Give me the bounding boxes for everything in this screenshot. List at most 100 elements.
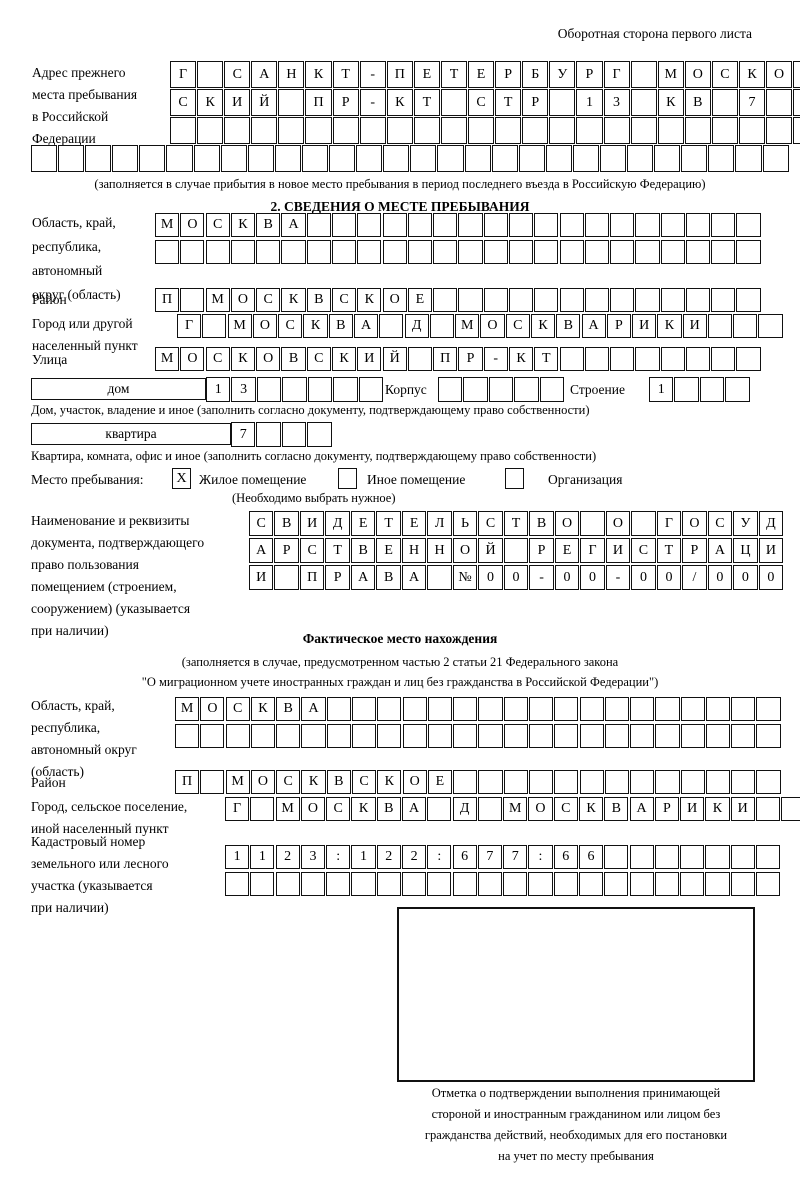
flat-cells-cell-1[interactable]: 7 bbox=[231, 422, 256, 447]
section2-district-row-cell-12[interactable] bbox=[433, 288, 458, 312]
cadastral-row-2-cell-22[interactable] bbox=[755, 872, 781, 896]
cadastral-row-1-cell-6[interactable]: 1 bbox=[351, 845, 376, 869]
section2-district-row-cell-15[interactable] bbox=[508, 288, 534, 312]
actual-region-row-2-cell-5[interactable] bbox=[276, 724, 301, 748]
house-cells-cell-1[interactable]: 1 bbox=[206, 377, 231, 402]
actual-district-row-cell-23[interactable] bbox=[731, 770, 756, 794]
section2-region-row-1-cell-14[interactable] bbox=[483, 213, 508, 237]
prev-address-row-1-cell-17[interactable]: Г bbox=[603, 61, 630, 88]
actual-region-row-1-cell-14[interactable] bbox=[503, 697, 528, 721]
cadastral-row-2-cell-4[interactable] bbox=[300, 872, 326, 896]
prev-address-row-1-cell-19[interactable]: М bbox=[657, 61, 684, 88]
flat-cells-cell-4[interactable] bbox=[307, 422, 332, 447]
actual-region-row-2-cell-23[interactable] bbox=[731, 724, 756, 748]
doc-row-3-cell-1[interactable]: И bbox=[249, 565, 274, 590]
doc-row-1-cell-20[interactable]: У bbox=[733, 511, 758, 536]
doc-row-1-cell-14[interactable] bbox=[580, 511, 605, 536]
section2-region-row-1-cell-7[interactable] bbox=[306, 213, 331, 237]
section2-region-row-1-cell-23[interactable] bbox=[711, 213, 736, 237]
section2-district-row-cell-17[interactable] bbox=[559, 288, 584, 312]
prev-address-row-3-cell-1[interactable] bbox=[170, 117, 197, 144]
doc-row-2-cell-5[interactable]: В bbox=[350, 538, 376, 563]
section2-region-row-1-cell-8[interactable] bbox=[331, 213, 357, 237]
actual-region-row-2-cell-17[interactable] bbox=[579, 724, 604, 748]
actual-district-row-cell-13[interactable] bbox=[478, 770, 503, 794]
actual-region-row-1-cell-19[interactable] bbox=[630, 697, 655, 721]
section2-street-row-cell-18[interactable] bbox=[584, 347, 609, 371]
actual-city-row-cell-15[interactable]: К bbox=[578, 797, 604, 821]
actual-city-row-cell-12[interactable]: М bbox=[503, 797, 528, 821]
korpus-cells[interactable] bbox=[438, 377, 565, 402]
actual-city-row-cell-4[interactable]: О bbox=[300, 797, 326, 821]
doc-row-1-cell-8[interactable]: Л bbox=[427, 511, 452, 536]
prev-address-row-2-cell-5[interactable] bbox=[278, 89, 305, 116]
cadastral-row-2-cell-8[interactable] bbox=[401, 872, 427, 896]
cadastral-row-2-cell-21[interactable] bbox=[730, 872, 755, 896]
cadastral-row-2-cell-9[interactable] bbox=[427, 872, 452, 896]
section2-district-row-cell-14[interactable] bbox=[483, 288, 508, 312]
actual-district-row-cell-15[interactable] bbox=[528, 770, 554, 794]
prev-address-row-2-cell-12[interactable]: С bbox=[468, 89, 495, 116]
prev-address-row-3-cell-6[interactable] bbox=[305, 117, 332, 144]
doc-row-3-cell-19[interactable]: 0 bbox=[707, 565, 733, 590]
doc-row-1-cell-9[interactable]: Ь bbox=[452, 511, 478, 536]
stroenie-cells-cell-2[interactable] bbox=[674, 377, 699, 402]
prev-address-row-4-cell-19[interactable] bbox=[518, 145, 545, 172]
prev-address-row-4-cell-25[interactable] bbox=[681, 145, 708, 172]
prev-address-row-4-cell-21[interactable] bbox=[572, 145, 599, 172]
actual-district-row-cell-6[interactable]: К bbox=[301, 770, 326, 794]
prev-address-row-4-cell-17[interactable] bbox=[464, 145, 491, 172]
doc-row-3-cell-11[interactable]: 0 bbox=[503, 565, 529, 590]
section2-street-row-cell-11[interactable] bbox=[407, 347, 432, 371]
actual-region-row-1-cell-15[interactable] bbox=[528, 697, 554, 721]
prev-address-row-4-cell-22[interactable] bbox=[599, 145, 627, 172]
section2-region-row-2-cell-24[interactable] bbox=[736, 240, 761, 264]
section2-region-row-2-cell-18[interactable] bbox=[584, 240, 609, 264]
doc-row-3-cell-3[interactable]: П bbox=[299, 565, 325, 590]
section2-street-row-cell-7[interactable]: С bbox=[306, 347, 331, 371]
section2-region-row-1-cell-20[interactable] bbox=[635, 213, 660, 237]
cadastral-row-1-cell-1[interactable]: 1 bbox=[225, 845, 250, 869]
actual-region-row-1-cell-8[interactable] bbox=[351, 697, 377, 721]
house-cells-cell-2[interactable]: 3 bbox=[231, 377, 256, 402]
flat-cells-cell-3[interactable] bbox=[281, 422, 307, 447]
prev-address-row-1-cell-6[interactable]: К bbox=[305, 61, 332, 88]
section2-region-row-1-cell-13[interactable] bbox=[458, 213, 483, 237]
section2-street-row-cell-6[interactable]: В bbox=[281, 347, 306, 371]
actual-region-row-2-cell-24[interactable] bbox=[756, 724, 781, 748]
cadastral-row-1-cell-19[interactable] bbox=[680, 845, 705, 869]
prev-address-row-4-cell-4[interactable] bbox=[112, 145, 139, 172]
section2-city-row-cell-9[interactable] bbox=[379, 314, 404, 338]
section2-street-row-cell-16[interactable]: Т bbox=[534, 347, 559, 371]
prev-address-row-4-cell-16[interactable] bbox=[437, 145, 464, 172]
section2-street-row-cell-5[interactable]: О bbox=[256, 347, 281, 371]
cadastral-row-1-cell-20[interactable] bbox=[705, 845, 730, 869]
section2-city-row-cell-2[interactable] bbox=[202, 314, 227, 338]
cadastral-row-1-cell-3[interactable]: 2 bbox=[275, 845, 300, 869]
actual-region-row-1-cell-7[interactable] bbox=[326, 697, 351, 721]
section2-city-row-cell-15[interactable]: К bbox=[530, 314, 556, 338]
doc-row-2-cell-20[interactable]: Ц bbox=[733, 538, 758, 563]
actual-city-row-cell-20[interactable]: К bbox=[705, 797, 730, 821]
cadastral-row-2-cell-6[interactable] bbox=[351, 872, 376, 896]
prev-address-row-3-cell-10[interactable] bbox=[413, 117, 440, 144]
section2-district-row-cell-18[interactable] bbox=[584, 288, 609, 312]
prev-address-row-1-cell-7[interactable]: Т bbox=[332, 61, 359, 88]
doc-row-2-cell-13[interactable]: Е bbox=[554, 538, 580, 563]
actual-region-row-1-cell-16[interactable] bbox=[554, 697, 579, 721]
cadastral-row-2-cell-18[interactable] bbox=[654, 872, 679, 896]
actual-district-row-cell-2[interactable] bbox=[200, 770, 225, 794]
doc-row-2-cell-9[interactable]: О bbox=[452, 538, 478, 563]
section2-region-row-2-cell-11[interactable] bbox=[407, 240, 432, 264]
actual-region-row-2-cell-7[interactable] bbox=[326, 724, 351, 748]
cadastral-row-1-cell-22[interactable] bbox=[755, 845, 781, 869]
section2-district-row-cell-4[interactable]: О bbox=[230, 288, 256, 312]
doc-row-2-cell-8[interactable]: Н bbox=[427, 538, 452, 563]
actual-region-row-2-cell-8[interactable] bbox=[351, 724, 377, 748]
doc-row-1-cell-17[interactable]: Г bbox=[656, 511, 682, 536]
prev-address-row-4-cell-26[interactable] bbox=[708, 145, 735, 172]
